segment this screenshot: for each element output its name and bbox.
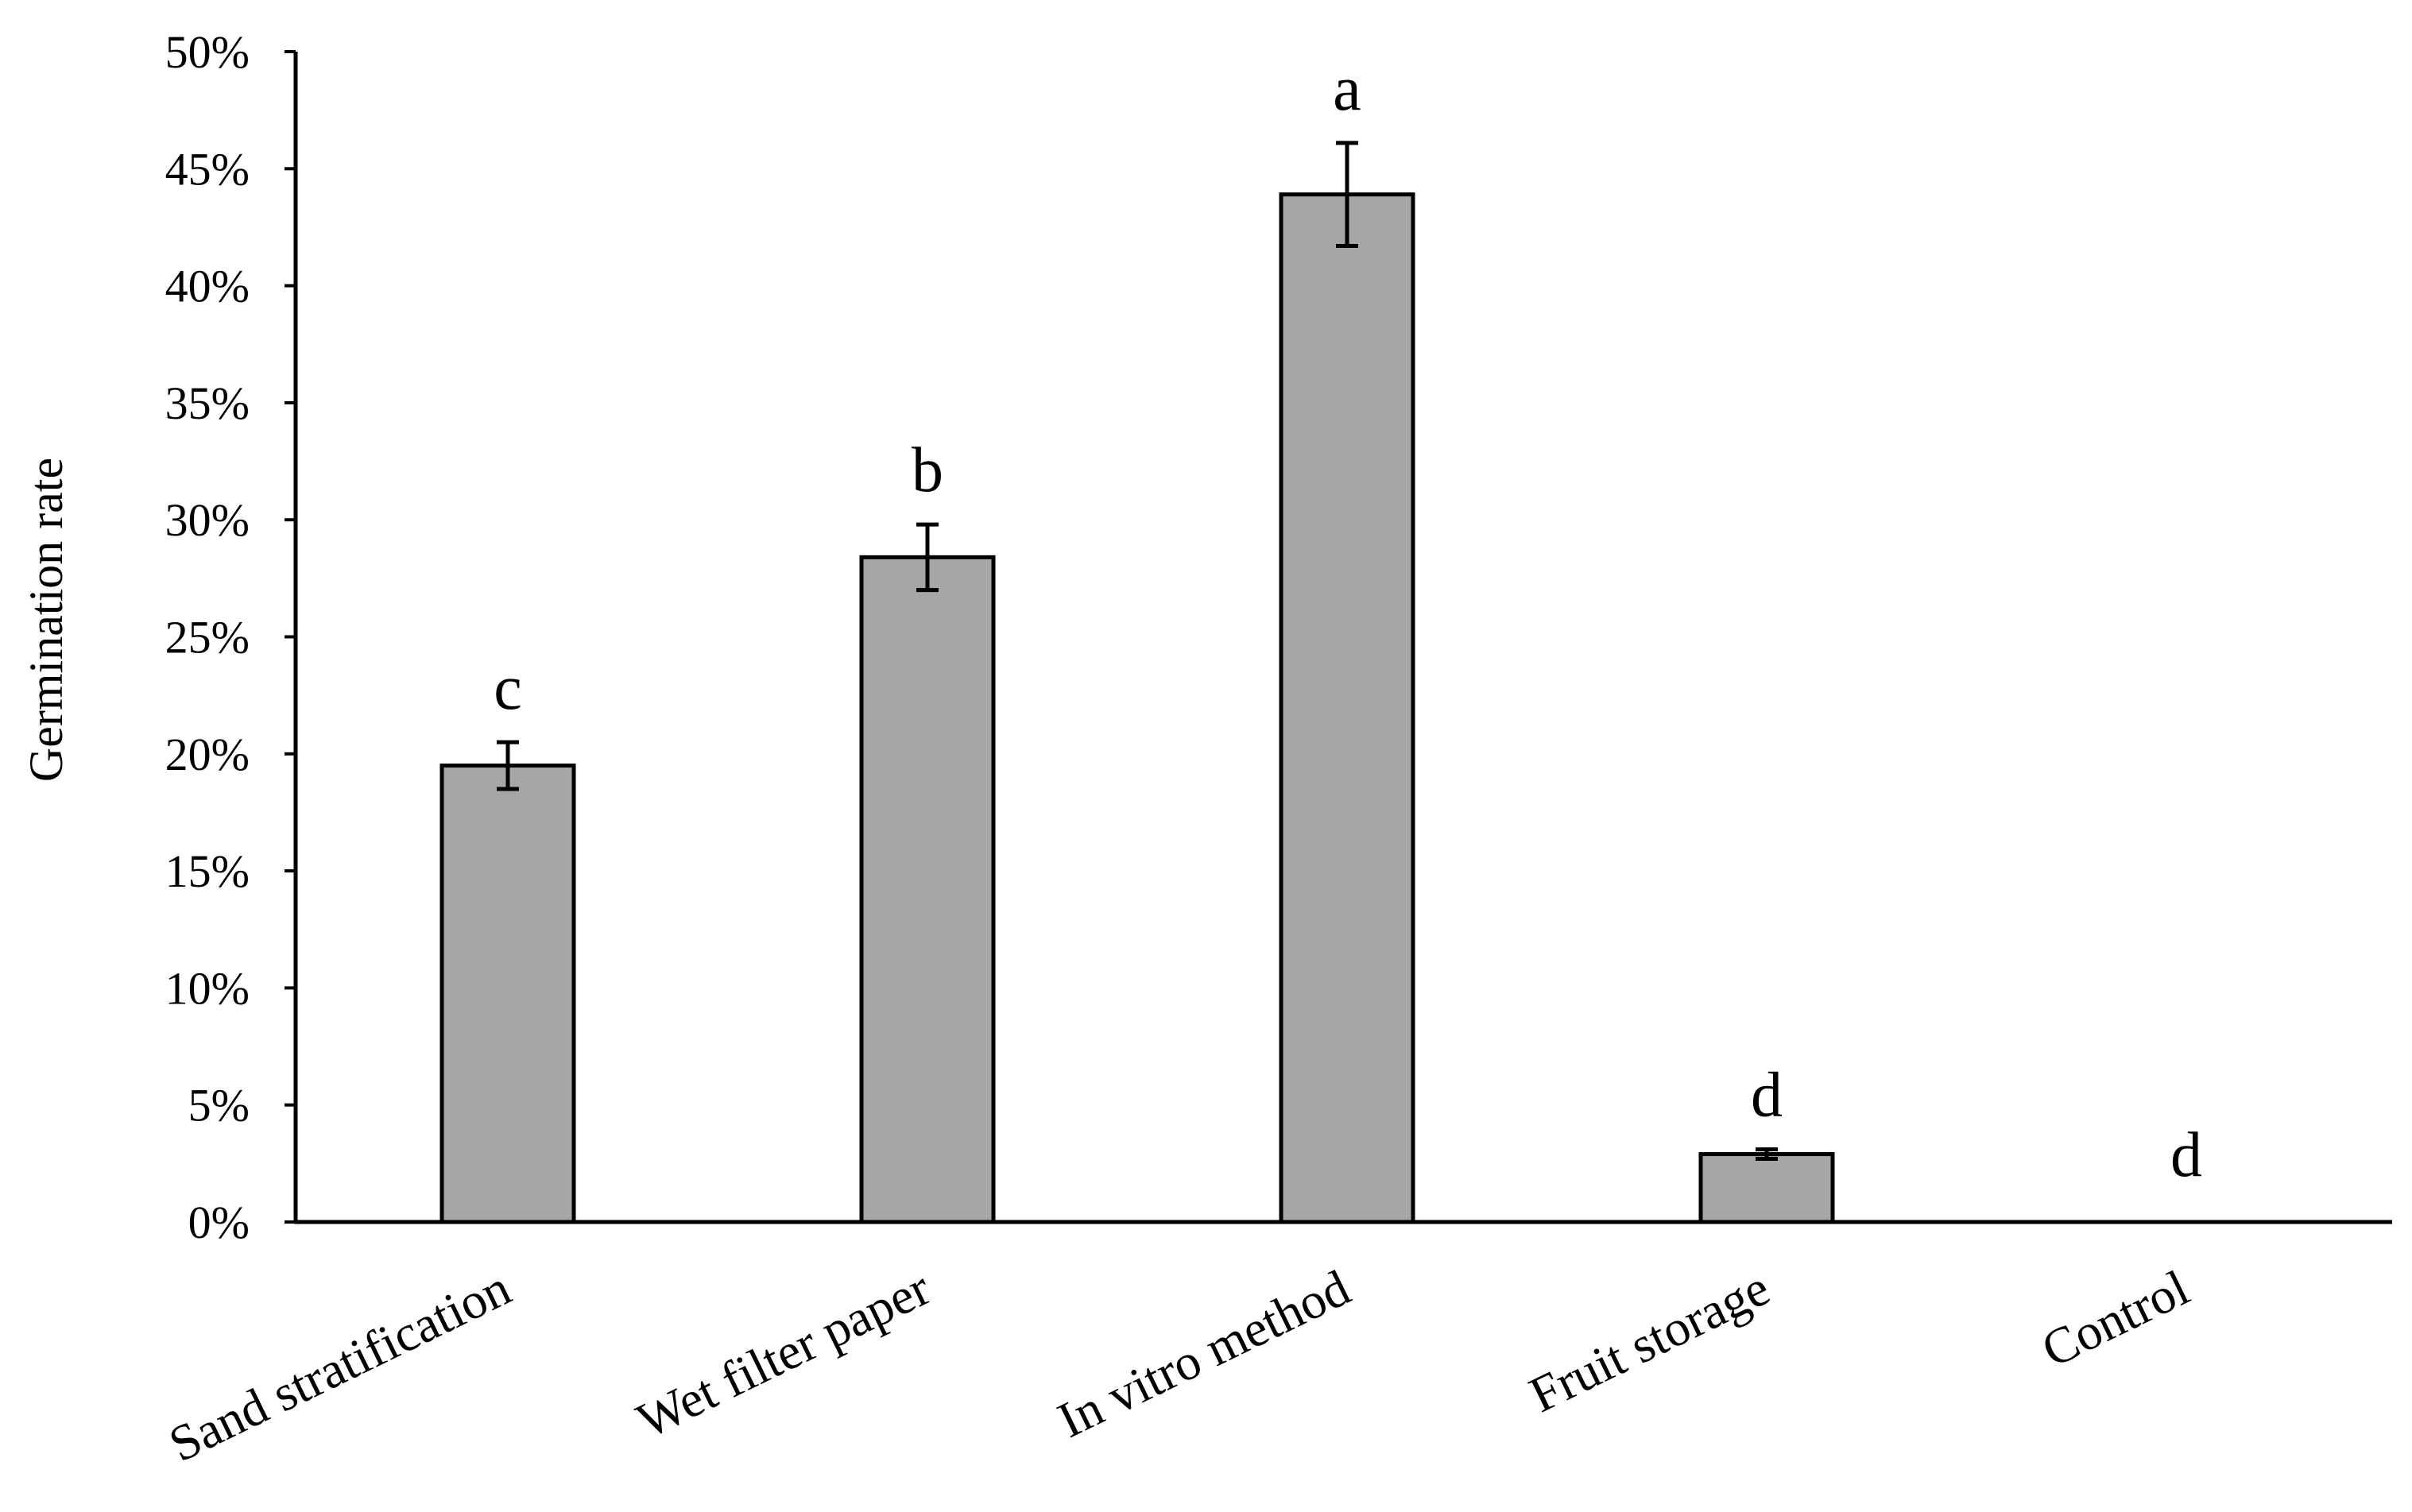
y-tick-label: 25% — [165, 612, 250, 663]
significance-letter: d — [1751, 1061, 1783, 1131]
significance-letter: c — [494, 653, 522, 723]
x-category-label: Sand stratification — [161, 1259, 519, 1473]
bar-fruit-storage — [1698, 1152, 1835, 1224]
y-tick-label: 40% — [165, 261, 250, 312]
bar-in-vitro-method — [1279, 192, 1415, 1224]
y-axis-ticks: 0% 5% 10% 15% 20% 25% 30% 35% 40% 45% 50% — [165, 26, 296, 1248]
significance-letter: d — [2170, 1120, 2202, 1190]
y-tick-label: 0% — [188, 1197, 250, 1248]
y-tick-label: 50% — [165, 26, 250, 78]
bars: c b a d d — [439, 54, 2202, 1224]
y-tick-label: 30% — [165, 494, 250, 546]
significance-letter: a — [1333, 54, 1361, 124]
bar-wet-filter-paper — [859, 555, 996, 1224]
y-tick-label: 20% — [165, 729, 250, 780]
x-category-label: Control — [2033, 1259, 2197, 1379]
bar-sand-stratification — [439, 764, 576, 1224]
y-axis-title: Germination rate — [20, 458, 72, 782]
y-tick-label: 15% — [165, 845, 250, 897]
x-category-label: Wet filter paper — [629, 1259, 939, 1449]
axes — [293, 52, 2392, 1224]
y-tick-label: 45% — [165, 143, 250, 195]
significance-letter: b — [912, 435, 943, 505]
y-tick-label: 35% — [165, 377, 250, 429]
y-tick-label: 5% — [188, 1080, 250, 1131]
x-category-label: In vitro method — [1049, 1259, 1358, 1448]
x-category-label: Fruit storage — [1521, 1259, 1778, 1423]
x-axis-category-labels: Sand stratification Wet filter paper In vi… — [161, 1259, 2197, 1473]
y-tick-label: 10% — [165, 962, 250, 1014]
